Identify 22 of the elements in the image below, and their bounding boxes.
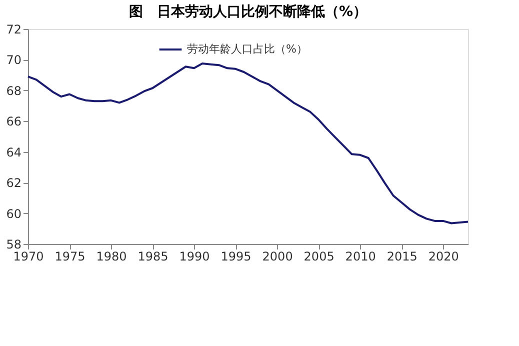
x-tick-label: 1980 (96, 250, 127, 264)
x-tick-label: 2010 (345, 250, 376, 264)
x-tick-label: 1995 (220, 250, 252, 264)
y-tick-label: 68 (6, 84, 22, 98)
x-tick-label: 2020 (428, 250, 459, 264)
y-tick-label: 70 (6, 53, 22, 68)
y-tick-label: 66 (6, 114, 22, 129)
x-tick-label: 1970 (13, 250, 44, 264)
x-tick-label: 2005 (304, 250, 334, 264)
y-tick-label: 72 (6, 22, 22, 36)
x-tick-label: 1990 (179, 250, 210, 264)
x-tick-label: 1985 (138, 250, 168, 264)
y-tick-label: 64 (6, 145, 22, 160)
x-tick-label: 1975 (54, 250, 86, 264)
y-tick-label: 58 (6, 238, 22, 252)
y-tick-label: 60 (6, 206, 22, 221)
y-tick-label: 62 (6, 176, 22, 190)
chart-title: 图 日本劳动人口比例不断降低（%） (128, 4, 368, 20)
x-tick-label: 2015 (386, 250, 418, 264)
line-series (27, 62, 469, 224)
x-tick-label: 2000 (262, 250, 293, 264)
legend-label: 劳动年龄人口占比（%） (187, 42, 308, 56)
